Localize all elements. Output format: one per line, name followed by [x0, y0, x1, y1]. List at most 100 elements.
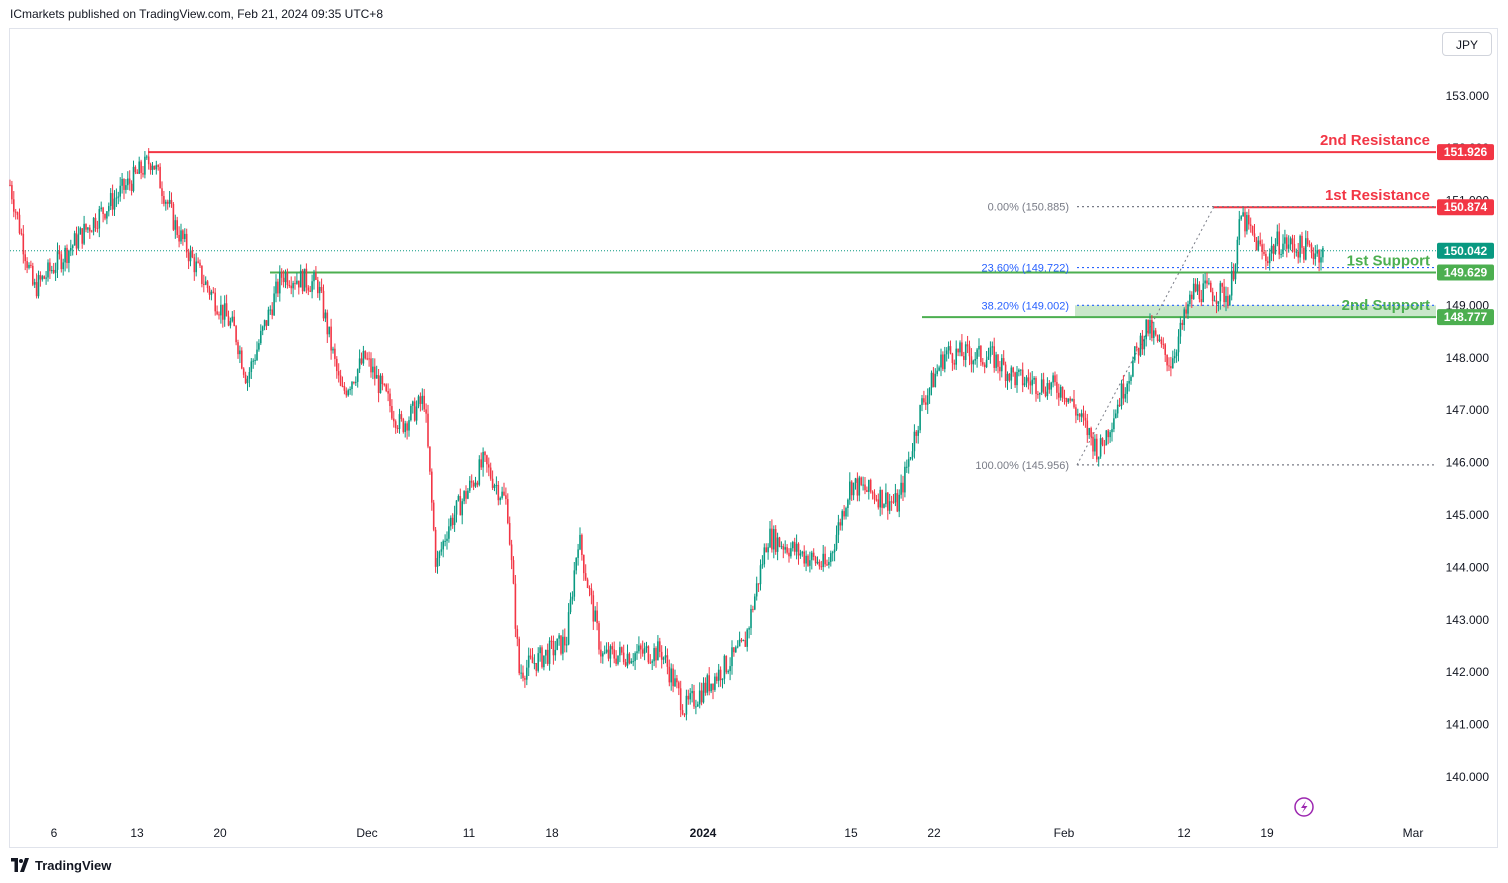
candle-body [508, 523, 511, 545]
candle [803, 545, 805, 567]
lightning-icon[interactable] [1294, 797, 1314, 817]
candle [438, 550, 441, 567]
candle-body [1124, 393, 1127, 399]
candle-body [429, 446, 431, 472]
candle [615, 650, 617, 667]
candle [514, 574, 517, 638]
candle-body [868, 479, 870, 492]
candle-body [212, 291, 215, 293]
candle-body [888, 501, 891, 511]
candle [828, 557, 830, 569]
candle-body [852, 482, 855, 496]
candle-body [754, 596, 756, 610]
candle [1023, 376, 1026, 388]
candle [678, 680, 680, 696]
candle-body [1175, 352, 1178, 357]
candle-body [991, 346, 994, 348]
candle [676, 674, 678, 689]
candle [1008, 372, 1011, 383]
candle [1253, 224, 1256, 243]
candle-body [1267, 261, 1269, 264]
candle-body [763, 547, 766, 565]
candle [43, 275, 45, 280]
candle [324, 309, 327, 323]
fib-label: 23.60% (149.722) [982, 263, 1069, 275]
support-zone [1075, 305, 1436, 318]
candle [231, 311, 234, 323]
candle [683, 713, 686, 718]
candle [81, 228, 83, 249]
candle-body [811, 552, 813, 561]
candle [1293, 235, 1296, 259]
candle [349, 386, 351, 395]
candle-body [1183, 309, 1185, 325]
candle [826, 559, 828, 567]
candle [850, 480, 853, 501]
candle [92, 217, 95, 236]
candle-body [172, 204, 175, 230]
candle-body [320, 286, 323, 291]
level-name-label: 1st Support [1347, 252, 1430, 269]
candle [149, 162, 152, 175]
x-tick-label: 18 [545, 826, 559, 840]
candle [1002, 350, 1005, 366]
candle-body [584, 573, 587, 580]
candle [993, 337, 995, 373]
candle [974, 352, 976, 365]
candle-body [431, 471, 433, 503]
price-badge-label: 150.874 [1444, 200, 1488, 214]
candle [685, 689, 688, 721]
candle [801, 550, 804, 557]
candle-body [330, 326, 332, 351]
candle-body [1291, 238, 1294, 245]
candle [527, 647, 530, 677]
y-tick-label: 141.000 [1446, 718, 1490, 732]
candle-body [938, 367, 940, 371]
footer-brand[interactable]: TradingView [10, 856, 111, 874]
candle-body [856, 478, 859, 496]
candle-body [1096, 438, 1098, 460]
candle [689, 688, 691, 705]
candle [818, 559, 821, 570]
candle [461, 498, 463, 525]
x-tick-label: Mar [1403, 826, 1424, 840]
candle-body [740, 639, 743, 641]
candle-body [814, 556, 817, 564]
candle [662, 656, 665, 665]
candle-body [1251, 225, 1254, 234]
candle-body [343, 386, 346, 391]
candle-body [461, 501, 463, 516]
candle [480, 452, 482, 471]
candle-body [657, 641, 659, 661]
candle-body [60, 254, 63, 270]
candle [638, 636, 640, 654]
candle [774, 525, 777, 555]
currency-button[interactable]: JPY [1442, 32, 1492, 56]
candle [111, 184, 114, 216]
candle-body [92, 217, 95, 232]
candle-body [596, 610, 598, 624]
chart-frame[interactable] [9, 28, 1498, 848]
candle [252, 358, 254, 369]
candle-body [1249, 224, 1252, 226]
candle [51, 265, 53, 274]
candle-body [459, 496, 462, 516]
candle [336, 356, 338, 379]
candle [1118, 397, 1121, 408]
candle [621, 646, 623, 656]
candle-body [1101, 438, 1104, 445]
candle-body [1261, 244, 1263, 252]
candle-body [423, 395, 425, 410]
candle [109, 188, 112, 211]
candle [795, 534, 798, 560]
candle [267, 306, 270, 327]
candle-body [366, 358, 368, 360]
candle [1202, 274, 1204, 303]
candle [562, 629, 564, 661]
candle [552, 635, 555, 665]
candle-body [233, 316, 235, 327]
candle [833, 543, 836, 562]
candle [472, 480, 475, 491]
candle-body [347, 390, 349, 396]
